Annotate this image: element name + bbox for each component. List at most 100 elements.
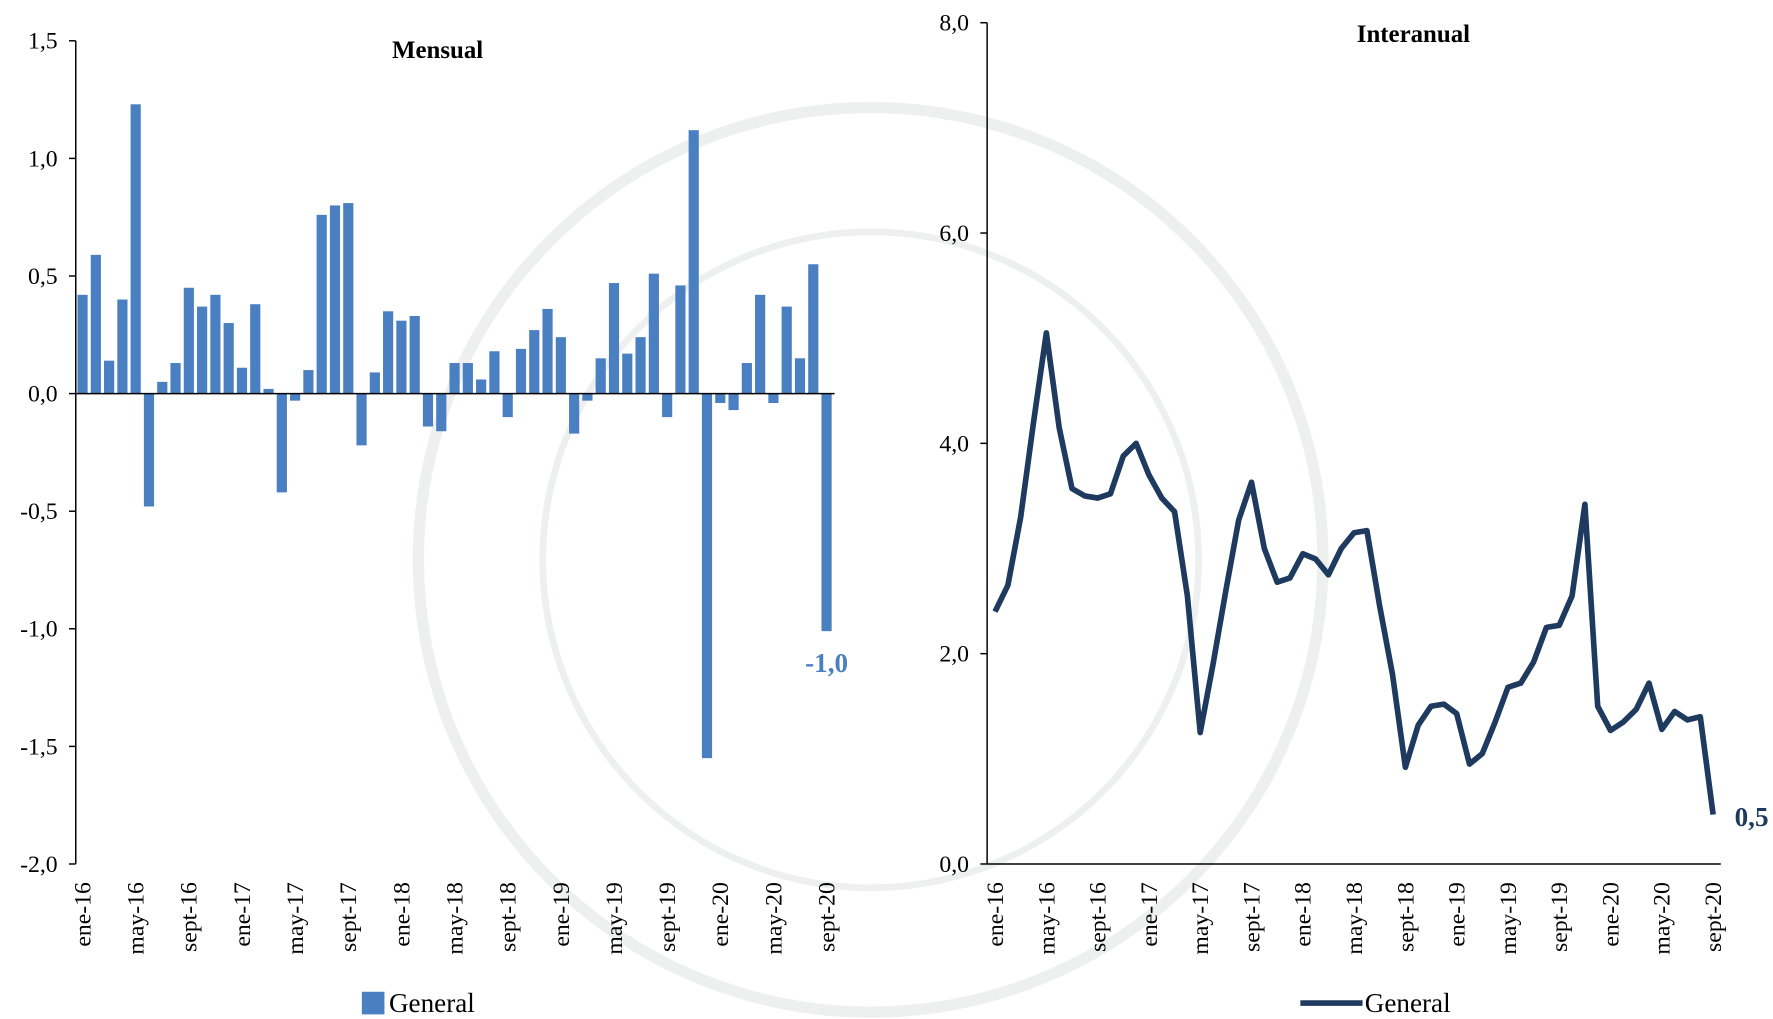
- x-tick-label: ene-18: [1291, 882, 1317, 947]
- x-tick-label: may-19: [602, 882, 628, 955]
- bar: [582, 393, 593, 401]
- bar: [529, 330, 540, 394]
- y-tick-label: -1,0: [20, 617, 58, 643]
- x-tick-label: sept-18: [1393, 882, 1419, 952]
- bar: [715, 393, 726, 404]
- x-tick-label: sept-17: [1239, 882, 1265, 952]
- bar: [662, 393, 673, 418]
- bar: [462, 363, 473, 394]
- bar: [157, 381, 168, 394]
- y-tick-label: -2,0: [20, 852, 58, 878]
- bar: [542, 308, 553, 394]
- legend-label: General: [1365, 988, 1451, 1018]
- y-tick-label: 2,0: [939, 642, 969, 668]
- x-tick-label: ene-16: [70, 882, 96, 947]
- bar: [143, 393, 155, 507]
- legend-label: General: [389, 988, 475, 1018]
- chart-title: Interanual: [1357, 21, 1470, 48]
- bar: [356, 393, 367, 446]
- x-tick-label: may-19: [1496, 882, 1522, 955]
- bar: [409, 315, 420, 394]
- x-tick-label: sept-19: [1547, 882, 1573, 952]
- x-tick-label: may-18: [1342, 882, 1368, 955]
- chart-title: Mensual: [392, 37, 483, 64]
- bar: [210, 294, 221, 394]
- y-tick-label: 4,0: [939, 431, 969, 457]
- bar: [449, 363, 460, 394]
- bar: [502, 393, 513, 418]
- bar: [223, 323, 234, 394]
- bar: [728, 393, 739, 411]
- bar: [741, 363, 752, 394]
- x-tick-label: sept-16: [177, 882, 203, 952]
- x-tick-label: sept-19: [655, 882, 681, 952]
- bar: [635, 337, 646, 394]
- bar: [303, 370, 314, 394]
- x-tick-label: may-16: [1034, 882, 1060, 955]
- x-tick-label: ene-18: [389, 882, 415, 947]
- bar: [808, 264, 819, 394]
- x-tick-label: may-16: [124, 882, 150, 955]
- bar: [236, 367, 248, 394]
- bar: [263, 388, 274, 394]
- x-tick-label: sept-17: [336, 882, 362, 952]
- watermark: [412, 101, 1329, 1018]
- bar: [622, 353, 633, 394]
- y-tick-label: 6,0: [939, 221, 969, 247]
- bar: [476, 379, 487, 394]
- x-tick-label: ene-17: [1137, 882, 1163, 947]
- x-tick-label: may-17: [1188, 882, 1214, 955]
- x-tick-label: sept-18: [496, 882, 522, 952]
- y-tick-label: 0,0: [939, 852, 969, 878]
- y-tick-label: 8,0: [939, 11, 969, 37]
- bar: [422, 393, 434, 427]
- x-tick-label: sept-20: [1701, 882, 1727, 952]
- legend-swatch: [361, 991, 385, 1015]
- y-tick-label: 1,5: [28, 29, 58, 55]
- bar: [781, 306, 792, 394]
- bar: [436, 393, 447, 432]
- x-tick-label: may-17: [283, 882, 309, 955]
- y-tick-label: 1,0: [28, 146, 58, 172]
- bar: [117, 299, 128, 394]
- data-label: 0,5: [1735, 802, 1769, 832]
- x-tick-label: sept-16: [1086, 882, 1112, 952]
- x-tick-label: ene-20: [1598, 882, 1624, 947]
- bar: [396, 320, 407, 394]
- y-tick-label: -0,5: [20, 499, 58, 525]
- bar: [197, 306, 208, 394]
- x-tick-label: ene-20: [708, 882, 734, 947]
- bar: [343, 203, 354, 394]
- x-tick-label: ene-19: [549, 882, 575, 947]
- x-tick-label: may-20: [1650, 882, 1676, 955]
- bar: [77, 294, 88, 394]
- bar: [290, 393, 301, 401]
- bar: [515, 348, 527, 394]
- y-tick-label: 0,5: [28, 264, 58, 290]
- bar: [276, 393, 287, 493]
- bar: [755, 294, 766, 394]
- bar: [90, 254, 101, 394]
- y-tick-label: -1,5: [20, 734, 58, 760]
- bar: [130, 104, 141, 394]
- bar: [648, 273, 659, 394]
- bar: [569, 393, 580, 434]
- x-tick-label: may-20: [761, 882, 787, 955]
- bar: [701, 393, 713, 759]
- line: [992, 330, 1716, 815]
- bar: [250, 304, 261, 394]
- data-label: -1,0: [805, 648, 848, 678]
- x-tick-label: may-18: [442, 882, 468, 955]
- bar: [369, 372, 380, 394]
- bar: [316, 214, 327, 394]
- bar: [688, 130, 699, 394]
- bar: [555, 337, 566, 394]
- bar: [794, 358, 806, 394]
- bar: [489, 351, 500, 394]
- bar: [383, 311, 394, 394]
- x-tick-label: sept-20: [814, 882, 840, 952]
- bar: [608, 283, 620, 394]
- x-tick-label: ene-16: [983, 882, 1009, 947]
- bar: [104, 360, 115, 394]
